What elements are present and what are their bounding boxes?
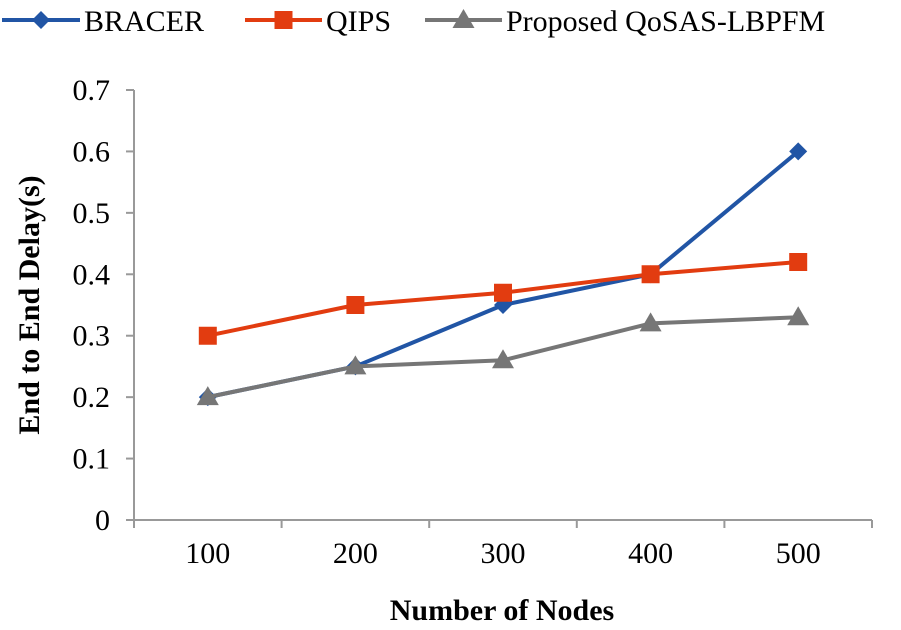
y-tick-label: 0.2 — [73, 381, 111, 414]
x-tick-label: 500 — [776, 537, 821, 570]
legend-item-qips: QIPS — [245, 5, 391, 38]
data-point-qips — [494, 283, 512, 302]
data-point-proposed-qosas-lbpfm — [492, 349, 514, 369]
x-tick-label: 200 — [333, 537, 378, 570]
y-tick-label: 0.5 — [73, 197, 111, 230]
data-point-qips — [641, 265, 660, 284]
x-tick-label: 400 — [628, 537, 673, 570]
axes — [133, 90, 872, 521]
series-qips — [198, 253, 808, 345]
y-ticks: 0 0.1 0.2 0.3 0.4 0.5 0.6 0.7 — [73, 74, 134, 537]
data-point-proposed-qosas-lbpfm — [787, 306, 810, 326]
y-tick-label: 0 — [95, 504, 110, 537]
y-tick-label: 0.3 — [73, 320, 111, 353]
data-point-qips — [198, 326, 217, 345]
legend-item-bracer: BRACER — [2, 5, 204, 38]
legend-marker-bracer — [32, 11, 50, 29]
legend-marker-qips — [274, 11, 293, 29]
data-point-qips — [346, 296, 365, 314]
series-proposed-qosas-lbpfm — [196, 306, 810, 406]
legend-item-proposed: Proposed QoSAS-LBPFM — [425, 5, 825, 38]
y-tick-label: 0.7 — [73, 74, 111, 107]
x-ticks: 100 200 300 400 500 — [133, 520, 873, 570]
data-point-proposed-qosas-lbpfm — [344, 355, 367, 375]
x-tick-label: 100 — [185, 537, 230, 570]
y-tick-label: 0.6 — [73, 135, 111, 168]
y-axis-title: End to End Delay(s) — [13, 175, 46, 434]
data-point-proposed-qosas-lbpfm — [196, 386, 219, 406]
legend-label-qips: QIPS — [326, 5, 391, 38]
y-tick-label: 0.4 — [73, 258, 111, 291]
series-group — [196, 142, 810, 407]
x-axis-title: Number of Nodes — [390, 594, 614, 627]
legend: BRACER QIPS Proposed QoSAS-LBPFM — [2, 5, 825, 38]
y-tick-label: 0.1 — [73, 443, 111, 476]
legend-label-proposed: Proposed QoSAS-LBPFM — [506, 5, 825, 38]
x-tick-label: 300 — [481, 537, 526, 570]
legend-marker-proposed — [452, 9, 475, 28]
legend-label-bracer: BRACER — [84, 5, 204, 38]
data-point-proposed-qosas-lbpfm — [639, 312, 662, 332]
data-point-qips — [789, 253, 808, 271]
data-point-bracer — [789, 142, 808, 161]
